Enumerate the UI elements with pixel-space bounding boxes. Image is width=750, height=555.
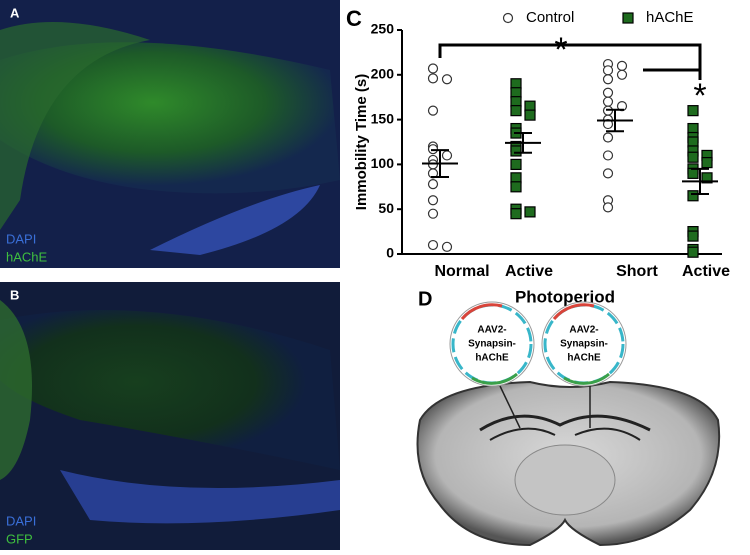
data-point xyxy=(687,190,699,202)
dapi-band xyxy=(60,470,340,524)
x-tick-label: Active xyxy=(682,263,730,280)
data-point xyxy=(602,168,614,179)
annotation: * xyxy=(693,77,706,115)
hippocampus xyxy=(489,427,641,441)
data-point xyxy=(687,246,699,258)
promoter-arc xyxy=(460,303,503,320)
gene-arc xyxy=(471,372,518,385)
x-tick-label: Short xyxy=(616,263,658,280)
panel-label: B xyxy=(10,287,19,302)
data-point xyxy=(602,132,614,143)
panel-label: D xyxy=(418,288,432,310)
data-point xyxy=(427,63,439,74)
data-point xyxy=(441,241,453,252)
data-point xyxy=(510,105,522,117)
legend-label: Control xyxy=(526,9,574,26)
data-point xyxy=(602,202,614,213)
data-point xyxy=(427,73,439,84)
x-axis-label: Photoperiod xyxy=(515,287,615,306)
thalamus xyxy=(514,444,616,516)
y-tick-label: 150 xyxy=(371,110,395,126)
hippocampus xyxy=(0,42,340,194)
stain-label: hAChE xyxy=(6,249,48,264)
data-point xyxy=(602,96,614,107)
promoter-arc xyxy=(552,303,595,320)
data-point xyxy=(524,206,536,218)
panel-b: B DAPI GFP xyxy=(0,282,340,550)
data-point xyxy=(510,145,522,157)
gene-arc xyxy=(563,372,610,385)
vector-label: AAV2- xyxy=(477,325,506,336)
data-point xyxy=(441,74,453,85)
data-point xyxy=(701,172,713,184)
panel-a: A DAPI hAChE xyxy=(0,0,340,268)
x-tick-label: Active xyxy=(505,263,553,280)
vector-label: AAV2- xyxy=(569,325,598,336)
y-tick-label: 50 xyxy=(378,200,394,216)
vector-label: hAChE xyxy=(475,353,509,364)
legend-marker xyxy=(502,12,514,24)
data-point xyxy=(602,74,614,85)
vector-label: Synapsin- xyxy=(468,339,516,350)
data-point xyxy=(701,157,713,169)
legend-label: hAChE xyxy=(646,9,694,26)
panel-c: C Immobility Time (s) Photoperiod 0 50 100… xyxy=(346,6,730,307)
cell-layer xyxy=(0,300,32,480)
y-tick-label: 250 xyxy=(371,21,395,37)
data-point xyxy=(687,230,699,242)
data-point xyxy=(602,87,614,98)
data-point xyxy=(510,158,522,170)
cell-layer xyxy=(0,22,150,230)
dapi-band xyxy=(150,185,320,255)
data-point xyxy=(687,105,699,117)
data-point xyxy=(441,150,453,161)
data-point xyxy=(427,195,439,206)
stain-label: GFP xyxy=(6,531,33,546)
injection-line xyxy=(499,385,521,429)
data-point xyxy=(687,151,699,163)
data-point xyxy=(616,69,628,80)
panel-label: A xyxy=(10,5,20,20)
vector-label: hAChE xyxy=(567,353,601,364)
data-point xyxy=(427,179,439,190)
data-point xyxy=(602,65,614,76)
annotation: * xyxy=(554,31,567,69)
vector-circle xyxy=(541,301,627,387)
vector-circle xyxy=(449,301,535,387)
data-point xyxy=(602,150,614,161)
data-point xyxy=(427,239,439,251)
y-axis-label: Immobility Time (s) xyxy=(353,74,370,210)
hippocampus xyxy=(0,310,340,470)
x-tick-label: Normal xyxy=(434,263,489,280)
data-point xyxy=(510,181,522,193)
data-point xyxy=(510,208,522,220)
panel-d: D AAV2- Synapsin-hAChE AAV2- Synapsin-hAChE xyxy=(416,288,721,547)
data-point xyxy=(427,105,439,116)
significance-bracket xyxy=(438,43,702,80)
y-tick-label: 0 xyxy=(386,245,394,261)
vector-label: Synapsin- xyxy=(560,339,608,350)
panel-label: C xyxy=(346,6,362,31)
hippocampus xyxy=(479,414,651,432)
vector-diagrams: AAV2- Synapsin-hAChE AAV2- Synapsin-hAChE xyxy=(449,301,627,387)
data-point xyxy=(524,109,536,121)
y-tick-label: 100 xyxy=(371,155,395,171)
legend-marker xyxy=(622,12,634,24)
stain-label: DAPI xyxy=(6,231,36,246)
data-point xyxy=(427,208,439,219)
stain-label: DAPI xyxy=(6,513,36,528)
data-point xyxy=(616,60,628,71)
y-tick-label: 200 xyxy=(371,66,395,82)
